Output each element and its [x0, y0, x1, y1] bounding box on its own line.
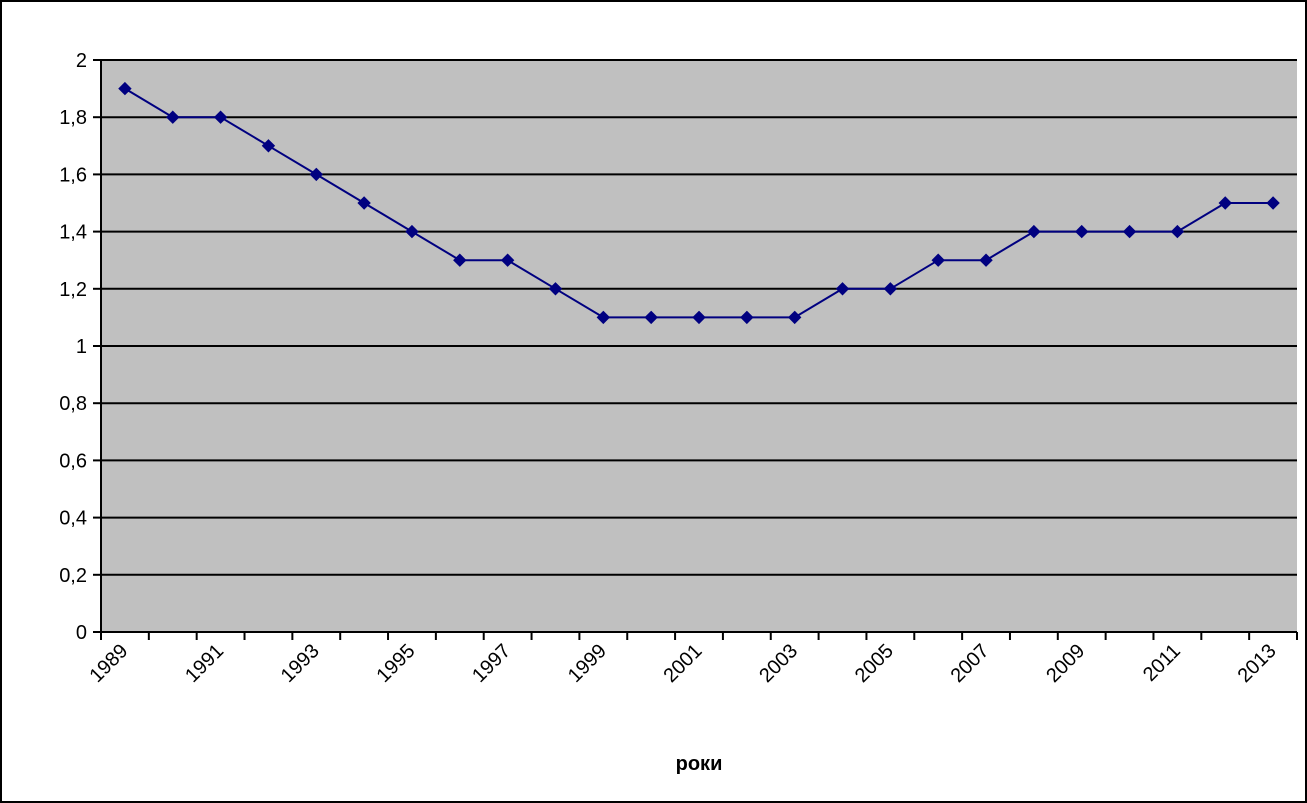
data-point — [1170, 224, 1185, 239]
data-point — [883, 282, 898, 296]
x-tick-label: 2013 — [1234, 640, 1281, 687]
data-point — [213, 110, 228, 124]
data-point — [596, 310, 611, 325]
x-tick-label: 2003 — [755, 640, 802, 687]
data-point — [548, 282, 563, 296]
x-tick-label: 2011 — [1139, 640, 1185, 686]
data-point — [166, 110, 180, 124]
x-tick-label: 2007 — [947, 640, 994, 687]
data-point — [1218, 196, 1232, 210]
data-point — [979, 253, 993, 267]
x-axis-title: роки — [676, 753, 723, 775]
data-point — [1027, 224, 1041, 239]
y-tick-label: 0,2 — [59, 565, 87, 587]
data-point — [931, 253, 945, 267]
x-tick-label: 2009 — [1042, 640, 1089, 687]
y-tick-label: 2 — [76, 50, 87, 72]
x-tick-label: 1991 — [181, 640, 228, 687]
data-point — [644, 310, 658, 325]
x-tick-label: 1989 — [85, 640, 132, 687]
x-tick-label: 1993 — [277, 640, 324, 687]
x-tick-label: 1997 — [468, 640, 515, 687]
data-point — [740, 310, 754, 325]
data-point — [1122, 224, 1137, 239]
y-tick-label: 0 — [76, 622, 87, 644]
x-tick-label: 2001 — [660, 640, 707, 687]
data-point — [118, 81, 132, 96]
y-tick-label: 0,8 — [59, 393, 87, 415]
y-tick-label: 1,4 — [59, 222, 87, 244]
data-point — [405, 224, 419, 239]
x-tick-label: 1999 — [564, 640, 611, 687]
data-point — [357, 196, 371, 210]
y-tick-label: 0,4 — [59, 508, 87, 530]
data-point — [1266, 196, 1280, 210]
data-point — [453, 253, 467, 267]
y-tick-label: 1,2 — [59, 279, 87, 301]
data-point — [835, 282, 850, 296]
data-point — [787, 310, 802, 325]
data-point — [500, 253, 515, 267]
y-tick-label: 1,8 — [59, 107, 87, 129]
data-point — [261, 139, 276, 153]
y-tick-label: 1,6 — [59, 164, 87, 186]
x-tick-label: 2005 — [851, 640, 898, 687]
data-point — [692, 310, 706, 325]
y-tick-label: 0,6 — [59, 450, 87, 472]
data-point — [1075, 224, 1089, 239]
y-tick-label: 1 — [76, 336, 87, 358]
data-point — [309, 167, 323, 182]
x-tick-label: 1995 — [372, 640, 419, 687]
